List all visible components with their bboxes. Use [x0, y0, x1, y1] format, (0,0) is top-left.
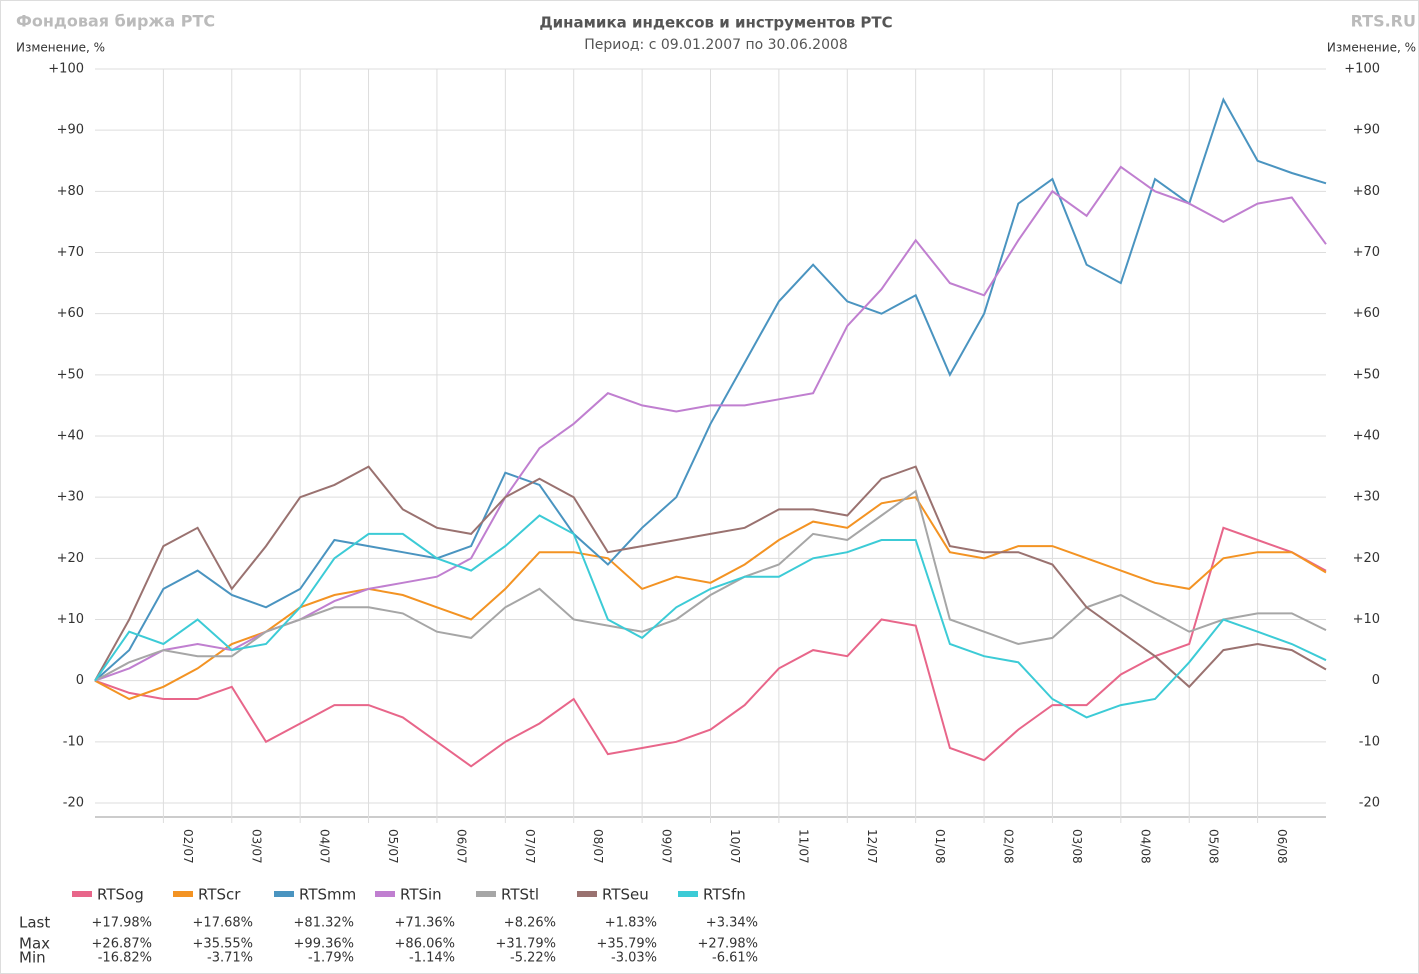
stats-value: +17.68%	[193, 916, 253, 931]
y-tick-label: +60	[57, 306, 84, 321]
legend-label: RTSeu	[602, 886, 649, 904]
x-tick-label: 04/08	[1138, 829, 1152, 864]
subtitle: Период: с 09.01.2007 по 30.06.2008	[584, 37, 848, 53]
y2-tick-label: -20	[1359, 796, 1380, 811]
y2-tick-label: +80	[1353, 184, 1380, 199]
legend-label: RTScr	[198, 886, 241, 904]
y-tick-label: +10	[57, 612, 84, 627]
stats-value: -1.79%	[308, 951, 354, 966]
y2-tick-label: +70	[1353, 245, 1380, 260]
x-tick-label: 03/07	[249, 829, 263, 864]
x-tick-label: 08/07	[591, 829, 605, 864]
legend-swatch	[274, 891, 294, 897]
stats-value: +17.98%	[92, 916, 152, 931]
series-line	[94, 526, 1327, 768]
y2-tick-label: +50	[1353, 367, 1380, 382]
x-tick-label: 06/08	[1275, 829, 1289, 864]
stats-value: +86.06%	[395, 937, 455, 952]
legend-label: RTStl	[501, 886, 539, 904]
stats-value: +31.79%	[496, 937, 556, 952]
stats-row-label: Max	[19, 935, 50, 953]
y-tick-label: +70	[57, 245, 84, 260]
y2-tick-label: +10	[1353, 612, 1380, 627]
x-tick-label: 02/07	[181, 829, 195, 864]
y-tick-label: +20	[57, 551, 84, 566]
stats-value: +8.26%	[504, 916, 556, 931]
x-tick-label: 05/08	[1207, 829, 1221, 864]
stats-value: -5.22%	[510, 951, 556, 966]
stats-value: +35.55%	[193, 937, 253, 952]
y-tick-label: +30	[57, 490, 84, 505]
stats-value: +27.98%	[698, 937, 758, 952]
y-tick-label: -20	[63, 796, 84, 811]
y-tick-label: 0	[76, 673, 84, 688]
stats-value: +71.36%	[395, 916, 455, 931]
legend-label: RTSmm	[299, 886, 356, 904]
stats-row-label: Last	[19, 914, 50, 932]
legend-label: RTSin	[400, 886, 442, 904]
y2-tick-label: +100	[1344, 62, 1380, 77]
stats-value: -16.82%	[98, 951, 152, 966]
y2-tick-label: -10	[1359, 734, 1380, 749]
legend-swatch	[72, 891, 92, 897]
x-tick-label: 02/08	[1002, 829, 1016, 864]
y-tick-label: +40	[57, 429, 84, 444]
y2-tick-label: +20	[1353, 551, 1380, 566]
y2-tick-label: +90	[1353, 123, 1380, 138]
x-tick-label: 06/07	[454, 829, 468, 864]
stats-value: +99.36%	[294, 937, 354, 952]
x-tick-label: 03/08	[1070, 829, 1084, 864]
legend-label: RTSog	[97, 886, 144, 904]
stats-value: -3.71%	[207, 951, 253, 966]
stats-value: +26.87%	[92, 937, 152, 952]
legend-swatch	[678, 891, 698, 897]
x-tick-label: 05/07	[386, 829, 400, 864]
source: Фондовая биржа РТС	[16, 12, 215, 31]
x-tick-label: 01/08	[933, 829, 947, 864]
y2-tick-label: +40	[1353, 429, 1380, 444]
stats-value: +81.32%	[294, 916, 354, 931]
legend-swatch	[577, 891, 597, 897]
stats-value: -6.61%	[712, 951, 758, 966]
stats-value: -1.14%	[409, 951, 455, 966]
chart-title: Динамика индексов и инструментов РТС	[539, 14, 892, 32]
y2-tick-label: 0	[1372, 673, 1380, 688]
legend-swatch	[375, 891, 395, 897]
x-tick-label: 09/07	[660, 829, 674, 864]
x-tick-label: 12/07	[865, 829, 879, 864]
stats-row-label: Min	[19, 949, 46, 967]
y-tick-label: +50	[57, 367, 84, 382]
stats-value: -3.03%	[611, 951, 657, 966]
x-tick-label: 10/07	[728, 829, 742, 864]
stats-value: +35.79%	[597, 937, 657, 952]
y2-tick-label: +30	[1353, 490, 1380, 505]
x-tick-label: 07/07	[523, 829, 537, 864]
series-line	[94, 97, 1327, 682]
y2-axis-label: Изменение, %	[1327, 41, 1416, 55]
series-line	[94, 489, 1327, 682]
series-line	[94, 465, 1327, 689]
brand: RTS.RU	[1351, 12, 1416, 31]
stats-value: +1.83%	[605, 916, 657, 931]
series-line	[94, 514, 1327, 719]
legend-swatch	[476, 891, 496, 897]
stats-value: +3.34%	[706, 916, 758, 931]
y-tick-label: +90	[57, 123, 84, 138]
y-tick-label: -10	[63, 734, 84, 749]
x-tick-label: 11/07	[796, 829, 810, 864]
x-tick-label: 04/07	[318, 829, 332, 864]
legend-swatch	[173, 891, 193, 897]
y2-tick-label: +60	[1353, 306, 1380, 321]
y-tick-label: +80	[57, 184, 84, 199]
y-axis-label: Изменение, %	[16, 41, 105, 55]
y-tick-label: +100	[48, 62, 84, 77]
legend-label: RTSfn	[703, 886, 746, 904]
